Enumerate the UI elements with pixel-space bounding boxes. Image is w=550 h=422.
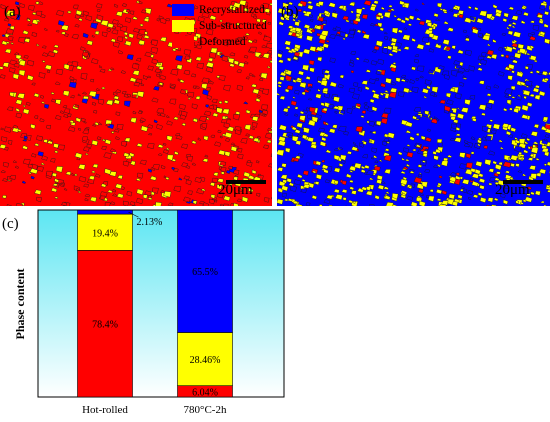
data-label-0-1: 19.4%: [92, 228, 118, 239]
grain: [343, 38, 345, 40]
panel-label-b: (b): [281, 4, 299, 21]
legend: Recrystallized Sub-structured Deformed: [172, 2, 282, 50]
bar-0-2: [78, 210, 133, 214]
data-label-0-2: 2.13%: [137, 217, 163, 228]
grain: [319, 204, 322, 206]
legend-item-recrystallized: Recrystallized: [172, 2, 282, 17]
legend-label-recrystallized: Recrystallized: [199, 4, 265, 16]
x-tick-label-1: 780°C-2h: [184, 404, 227, 416]
grain: [429, 116, 431, 118]
scale-text-b: 20μm: [495, 182, 530, 199]
legend-swatch-substructured: [172, 20, 194, 32]
phase-content-chart: (c) Phase content 78.4% 19.4% 2.13% Hot-rol…: [0, 206, 292, 417]
legend-item-deformed: Deformed: [172, 34, 282, 49]
data-label-1-0: 6.04%: [192, 387, 218, 398]
legend-item-substructured: Sub-structured: [172, 18, 282, 33]
data-label-0-0: 78.4%: [92, 320, 118, 331]
panel-label-c: (c): [2, 216, 19, 232]
data-label-1-2: 65.5%: [192, 267, 218, 278]
panel-label-a: (a): [4, 4, 21, 21]
scale-text-a: 20μm: [218, 182, 253, 199]
legend-swatch-deformed: [172, 36, 194, 48]
legend-label-substructured: Sub-structured: [199, 20, 267, 32]
data-label-1-1: 28.46%: [190, 355, 221, 366]
legend-swatch-recrystallized: [172, 4, 194, 16]
ebsd-map-annealed: (b) 20μm: [277, 0, 550, 206]
phase-content-chart-svg: (c) Phase content 78.4% 19.4% 2.13% Hot-rol…: [0, 206, 292, 417]
legend-label-deformed: Deformed: [199, 36, 246, 48]
ebsd-map-b-image: [277, 0, 550, 206]
grain: [393, 63, 396, 65]
grain: [112, 131, 114, 133]
y-axis-label: Phase content: [13, 269, 27, 340]
grain: [353, 201, 355, 203]
grain: [0, 66, 3, 69]
grain: [75, 174, 78, 176]
grain: [214, 200, 217, 202]
x-tick-label-0: Hot-rolled: [82, 404, 128, 416]
plot-area: [38, 210, 284, 397]
grain: [544, 164, 546, 166]
